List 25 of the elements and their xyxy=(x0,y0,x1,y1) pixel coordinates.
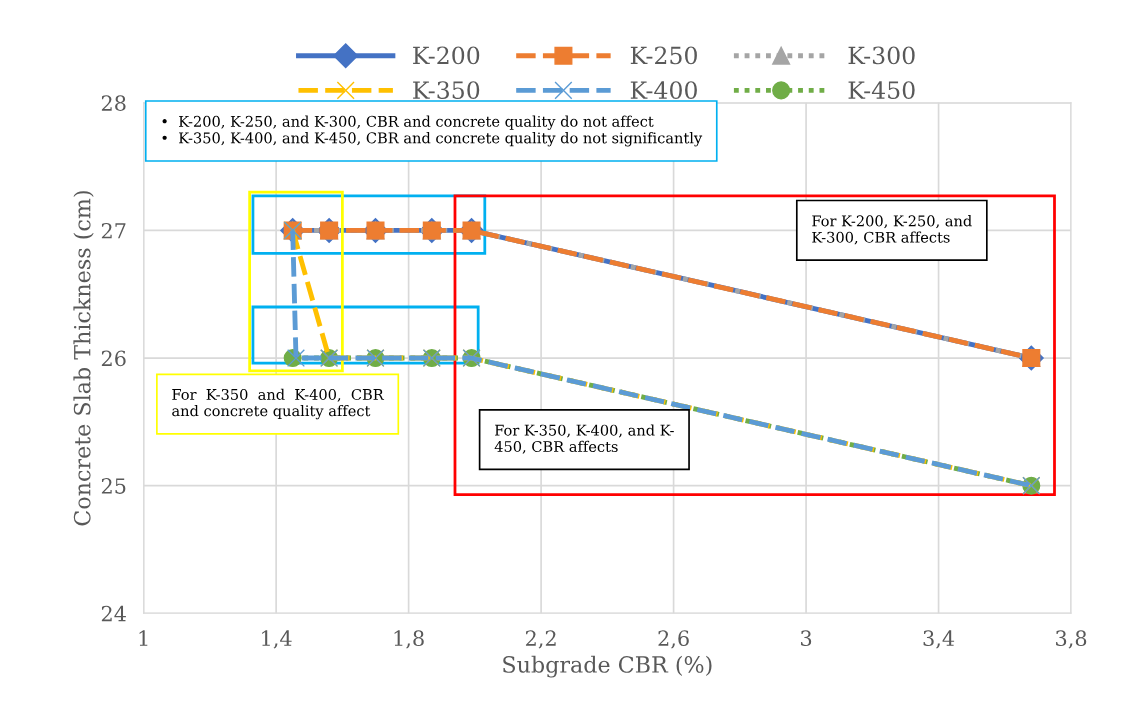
x-tick-label: 3,4 xyxy=(923,630,955,649)
x-tick-label: 2,6 xyxy=(658,630,689,649)
y-tick-label: 28 xyxy=(101,95,126,112)
y-tick-label: 27 xyxy=(101,222,126,239)
x-tick-label: 3,8 xyxy=(1056,630,1087,649)
x-axis-title: Subgrade CBR (%) xyxy=(503,655,712,678)
x-tick-label: 1,4 xyxy=(262,630,292,649)
x-tick-label: 2,2 xyxy=(525,630,556,649)
legend-label: K-300 xyxy=(848,46,915,65)
legend-label: K-200 xyxy=(413,46,480,65)
annotation: • K-200, K-250, and K-300, CBR and concrete quality do not affect • K-350, K-400, and K-450, CBR and concrete quality do not significantly xyxy=(162,115,703,147)
y-tick-label: 24 xyxy=(101,605,126,622)
legend-label: K-250 xyxy=(630,46,697,65)
x-tick-label: 1 xyxy=(139,630,148,646)
legend-label: K-450 xyxy=(848,81,915,99)
annotation: For K-350 and K-400, CBR and concrete quality affect xyxy=(172,388,385,420)
x-tick-label: 3 xyxy=(801,630,812,647)
annotation: For K-350, K-400, and K- 450, CBR affects xyxy=(494,424,674,454)
annotation: For K-200, K-250, and K-300, CBR affects xyxy=(812,215,972,245)
x-tick-label: 1,8 xyxy=(394,630,424,649)
y-tick-label: 26 xyxy=(101,350,126,367)
y-tick-label: 25 xyxy=(101,478,126,494)
legend-label: K-350 xyxy=(413,81,480,99)
legend-label: K-400 xyxy=(630,81,697,99)
y-axis-title: Concrete Slab Thickness (cm) xyxy=(73,191,94,526)
